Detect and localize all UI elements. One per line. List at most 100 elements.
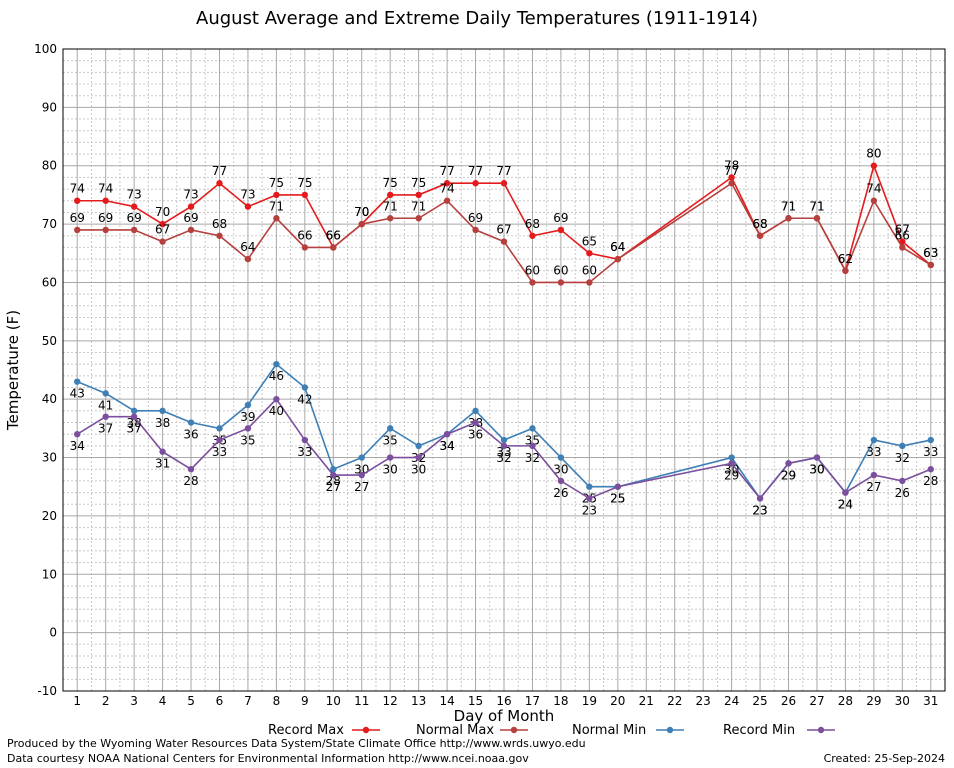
data-point [785, 460, 792, 467]
y-tick-label: -10 [37, 684, 57, 698]
data-point [415, 454, 422, 461]
data-point [187, 466, 195, 473]
data-label: 35 [383, 433, 398, 447]
y-tick-label: 10 [42, 567, 57, 581]
data-label: 71 [781, 199, 796, 213]
data-point [927, 261, 934, 269]
data-label: 65 [582, 234, 597, 248]
data-label: 66 [326, 228, 341, 242]
data-point [187, 419, 195, 426]
x-tick-label: 10 [326, 694, 341, 708]
data-point [216, 180, 223, 187]
data-label: 33 [866, 445, 881, 459]
data-point [443, 180, 451, 187]
x-tick-label: 3 [130, 694, 138, 708]
data-point [273, 191, 280, 199]
data-label: 67 [895, 223, 910, 237]
y-tick-label: 0 [49, 626, 57, 640]
data-label: 32 [496, 451, 511, 465]
data-point [927, 466, 934, 473]
data-label: 36 [183, 428, 198, 442]
data-point [216, 232, 223, 239]
data-label: 73 [183, 188, 198, 202]
y-tick-label: 30 [42, 451, 57, 465]
data-point [472, 419, 479, 426]
data-point [500, 442, 508, 450]
chart-title: August Average and Extreme Daily Tempera… [196, 8, 758, 29]
data-point [159, 220, 166, 228]
legend-marker [817, 726, 825, 734]
x-tick-label: 17 [525, 694, 540, 708]
data-label: 67 [496, 223, 511, 237]
data-point [159, 238, 166, 245]
data-point [415, 215, 422, 222]
x-tick-label: 8 [273, 694, 281, 708]
data-point [443, 197, 451, 204]
data-label: 80 [866, 147, 881, 161]
data-point [557, 477, 565, 485]
data-point [301, 436, 309, 444]
data-point [728, 174, 735, 181]
data-label: 40 [269, 404, 284, 418]
y-tick-label: 40 [42, 392, 57, 406]
data-label: 27 [866, 480, 881, 494]
data-point [472, 180, 479, 187]
x-tick-label: 24 [724, 694, 739, 708]
data-label: 60 [553, 263, 568, 277]
x-tick-label: 9 [301, 694, 309, 708]
x-tick-label: 31 [923, 694, 938, 708]
y-tick-label: 100 [34, 42, 57, 56]
data-label: 67 [155, 223, 170, 237]
x-tick-label: 2 [102, 694, 110, 708]
data-label: 69 [183, 211, 198, 225]
data-label: 70 [155, 205, 170, 219]
data-point [785, 215, 792, 222]
data-label: 74 [439, 182, 454, 196]
data-label: 75 [297, 176, 312, 190]
x-tick-label: 25 [752, 694, 767, 708]
data-point [899, 244, 906, 251]
data-label: 34 [439, 439, 454, 453]
data-label: 30 [383, 463, 398, 477]
data-point [899, 477, 906, 485]
data-point [330, 471, 337, 479]
data-point [927, 436, 934, 444]
legend-label: Record Max [268, 723, 344, 738]
data-label: 32 [895, 451, 910, 465]
x-tick-label: 7 [244, 694, 252, 708]
data-label: 33 [923, 445, 938, 459]
data-point [586, 483, 593, 490]
data-label: 64 [610, 240, 625, 254]
data-point [500, 436, 508, 444]
data-point [756, 495, 764, 502]
x-tick-label: 16 [496, 694, 511, 708]
data-point [130, 226, 138, 234]
series-record-min: 34 37 37 31 28 33 35 40 33 27 27 30 30 34 36 32 32 26 23 25… [70, 395, 938, 517]
data-point [529, 232, 536, 239]
data-point [415, 191, 422, 199]
x-tick-label: 1 [73, 694, 81, 708]
data-label: 71 [809, 199, 824, 213]
footer-produced-by: Produced by the Wyoming Water Resources … [7, 737, 586, 750]
legend-item: Record Min [723, 723, 835, 738]
data-point [244, 425, 252, 432]
data-label: 27 [326, 480, 341, 494]
data-point [728, 460, 735, 467]
data-label: 69 [553, 211, 568, 225]
data-label: 30 [809, 463, 824, 477]
data-label: 68 [212, 217, 227, 231]
data-point [244, 401, 252, 409]
data-label: 69 [70, 211, 85, 225]
data-point [130, 413, 138, 420]
data-point [301, 384, 309, 391]
data-point [500, 238, 508, 245]
data-label: 77 [212, 164, 227, 178]
x-tick-label: 22 [667, 694, 682, 708]
data-label: 70 [354, 205, 369, 219]
data-label: 28 [183, 474, 198, 488]
data-label: 41 [98, 398, 113, 412]
data-label: 33 [212, 445, 227, 459]
data-point [586, 250, 593, 257]
data-point [813, 454, 821, 461]
data-label: 39 [240, 410, 255, 424]
